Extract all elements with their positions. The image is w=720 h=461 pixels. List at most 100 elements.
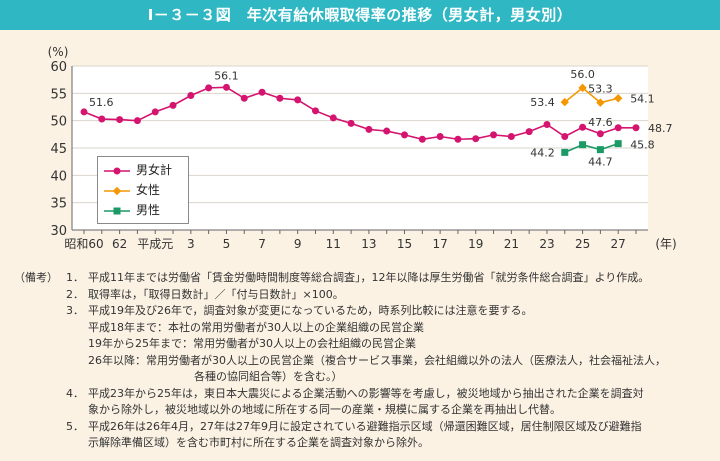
point-marker: [383, 127, 391, 135]
point-marker: [614, 124, 622, 132]
point-marker: [311, 107, 319, 115]
y-tick-label: 45: [50, 142, 67, 157]
x-tick-label: 9: [294, 237, 302, 251]
note-number: 5．: [66, 419, 84, 433]
point-marker: [98, 115, 106, 123]
note-text: 平成26年は26年4月，27年は27年9月に設定されている避難指示区域（帰還困難…: [88, 419, 642, 433]
y-axis: 30 35 40 45 50 55 60(%): [48, 45, 73, 239]
note-4-cont: 象から除外し，被災地域以外の地域に所在する同一の産業・規模に属する企業を再抽出し…: [88, 403, 561, 416]
note-text: 平成23年から25年は，東日本大震災による企業活動への影響等を考慮し，被災地域か…: [88, 386, 644, 400]
point-marker: [596, 98, 605, 107]
point-marker: [258, 88, 266, 96]
x-tick-label: 5: [223, 237, 231, 251]
point-marker: [490, 131, 498, 139]
note-3-sub-c-cont: 各種の協同組合等）を含む。）: [194, 370, 343, 383]
y-axis-label: (%): [48, 45, 69, 59]
notes: （備考） 1． 平成11年までは労働省「賃金労働時間制度等総合調査」，12年以降…: [14, 270, 714, 452]
point-marker: [133, 117, 141, 125]
data-label: 53.3: [588, 83, 613, 96]
y-tick-label: 50: [50, 115, 67, 130]
y-tick-label: 55: [50, 87, 67, 102]
point-marker: [418, 135, 426, 143]
y-tick-label: 60: [50, 60, 67, 75]
point-marker: [276, 94, 284, 102]
legend: 男女計 女性 男性: [97, 156, 189, 224]
point-marker: [329, 114, 337, 122]
point-marker: [116, 116, 124, 124]
point-marker: [222, 83, 230, 91]
chart-title: Ⅰ－３－３図 年次有給休暇取得率の推移（男女計，男女別）: [0, 0, 720, 30]
point-marker: [613, 94, 623, 103]
notes-heading: （備考）: [14, 271, 58, 284]
legend-label-total: 男女計: [136, 163, 173, 177]
data-label: 44.7: [588, 156, 613, 169]
point-marker: [632, 124, 640, 132]
point-marker: [578, 83, 587, 93]
x-tick-label: 25: [575, 237, 590, 251]
data-label: 44.2: [530, 146, 555, 159]
x-tick-label: 21: [504, 237, 519, 251]
note-text: 取得率は，「取得日数計」／「付与日数計」×100。: [88, 287, 344, 301]
point-marker: [561, 148, 569, 156]
x-tick-label: 62: [112, 237, 127, 251]
point-marker: [507, 133, 515, 141]
note-3-sub-a: 平成18年まで：本社の常用労働者が30人以上の企業組織の民営企業: [88, 320, 424, 334]
legend-swatch-male: [104, 207, 130, 214]
note-number: 3．: [66, 304, 84, 317]
note-2: 2． 取得率は，「取得日数計」／「付与日数計」×100。: [14, 287, 714, 304]
point-marker: [205, 84, 213, 92]
note-5: 5． 平成26年は26年4月，27年は27年9月に設定されている避難指示区域（帰…: [14, 419, 714, 436]
point-marker: [454, 135, 462, 143]
x-tick-label: 23: [539, 237, 554, 251]
note-number: 4．: [66, 386, 84, 400]
point-marker: [294, 96, 302, 104]
data-label: 56.1: [214, 69, 239, 82]
legend-item-female: 女性: [104, 181, 160, 199]
point-marker: [240, 94, 248, 102]
point-marker: [579, 123, 587, 131]
legend-swatch-total: [104, 167, 130, 174]
note-4: 4． 平成23年から25年は，東日本大震災による企業活動への影響等を考慮し，被災…: [14, 386, 714, 403]
note-5-cont: 示解除準備区域）を含む市町村に所在する企業を調査対象から除外。: [88, 436, 429, 449]
point-marker: [401, 131, 409, 139]
note-3: 3． 平成19年及び26年で，調査対象が変更になっているため，時系列比較には注意…: [14, 303, 714, 320]
x-tick-label: 15: [397, 237, 412, 251]
note-3-sub-b: 19年から25年まで：常用労働者が30人以上の会社組織の民営企業: [88, 337, 416, 350]
legend-item-male: 男性: [104, 201, 160, 219]
point-marker: [560, 97, 569, 107]
data-label: 56.0: [570, 68, 595, 81]
data-label: 51.6: [89, 96, 114, 109]
note-text: 平成19年及び26年で，調査対象が変更になっているため，時系列比較には注意を要す…: [88, 304, 533, 317]
point-marker: [543, 120, 551, 128]
data-label: 54.1: [630, 92, 655, 105]
point-marker: [561, 133, 569, 141]
data-label: 53.4: [530, 96, 555, 109]
legend-label-male: 男性: [136, 203, 161, 217]
point-marker: [169, 101, 177, 109]
note-number: 2．: [66, 287, 84, 301]
data-label: 47.6: [588, 116, 613, 129]
series-line-1: [564, 86, 619, 104]
data-label: 48.7: [648, 122, 673, 135]
legend-label-female: 女性: [136, 183, 161, 197]
x-tick-label: 19: [468, 237, 483, 251]
y-tick-label: 40: [50, 169, 67, 184]
point-marker: [365, 125, 373, 133]
x-tick-label: 平成元: [137, 237, 173, 251]
x-tick-label: 17: [432, 237, 447, 251]
point-marker: [347, 119, 355, 127]
x-tick-label: 27: [611, 237, 626, 251]
x-axis: 昭和60 62 平成元 3 5 7 9 11 13 15 17 19 21 23 25 27 (年): [64, 229, 677, 251]
series-line-2: [564, 142, 619, 154]
point-marker: [596, 130, 604, 138]
x-axis-unit: (年): [655, 237, 676, 251]
note-text: 平成11年までは労働省「賃金労働時間制度等総合調査」，12年以降は厚生労働省「就…: [88, 271, 650, 284]
x-tick-label: 7: [258, 237, 266, 251]
note-1: （備考） 1． 平成11年までは労働省「賃金労働時間制度等総合調査」，12年以降…: [14, 270, 714, 287]
point-marker: [187, 92, 195, 100]
point-marker: [579, 141, 587, 149]
x-tick-label: 昭和60: [64, 237, 103, 251]
x-tick-label: 3: [187, 237, 195, 251]
y-tick-label: 35: [50, 197, 67, 212]
